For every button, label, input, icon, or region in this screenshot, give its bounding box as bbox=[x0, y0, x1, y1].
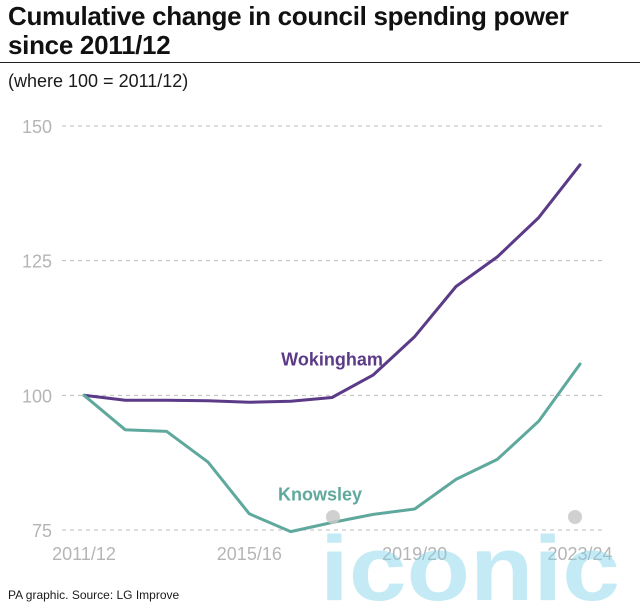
series-label-wokingham: Wokingham bbox=[281, 349, 383, 369]
x-tick-label-2019-20: 2019/20 bbox=[382, 544, 447, 564]
x-tick-label-2011-12: 2011/12 bbox=[52, 544, 116, 564]
grid-lines bbox=[62, 125, 604, 531]
source-note: PA graphic. Source: LG Improve bbox=[8, 588, 180, 602]
x-tick-label-2015-16: 2015/16 bbox=[217, 544, 282, 564]
series-label-knowsley: Knowsley bbox=[278, 484, 362, 504]
watermark-text: iconic bbox=[320, 518, 620, 608]
chart-subtitle: (where 100 = 2011/12) bbox=[8, 71, 189, 91]
y-tick-label-75: 75 bbox=[32, 521, 52, 541]
iconic-watermark: iconic bbox=[320, 510, 620, 608]
watermark-dot-left bbox=[326, 510, 340, 524]
x-axis-ticks: 2011/12 2015/16 2019/20 2023/24 bbox=[52, 544, 612, 564]
y-tick-label-125: 125 bbox=[22, 252, 52, 272]
x-tick-label-2023-24: 2023/24 bbox=[547, 544, 612, 564]
title-divider bbox=[0, 62, 640, 63]
series-line-wokingham bbox=[82, 163, 582, 404]
series-lines bbox=[82, 163, 582, 534]
chart-title: Cumulative change in council spending po… bbox=[8, 1, 569, 60]
y-tick-label-150: 150 bbox=[22, 117, 52, 137]
y-tick-label-100: 100 bbox=[22, 386, 52, 406]
y-axis-ticks: 75 100 125 150 bbox=[22, 117, 52, 541]
series-labels: Wokingham Knowsley bbox=[278, 349, 383, 504]
watermark-dot-right bbox=[568, 510, 582, 524]
